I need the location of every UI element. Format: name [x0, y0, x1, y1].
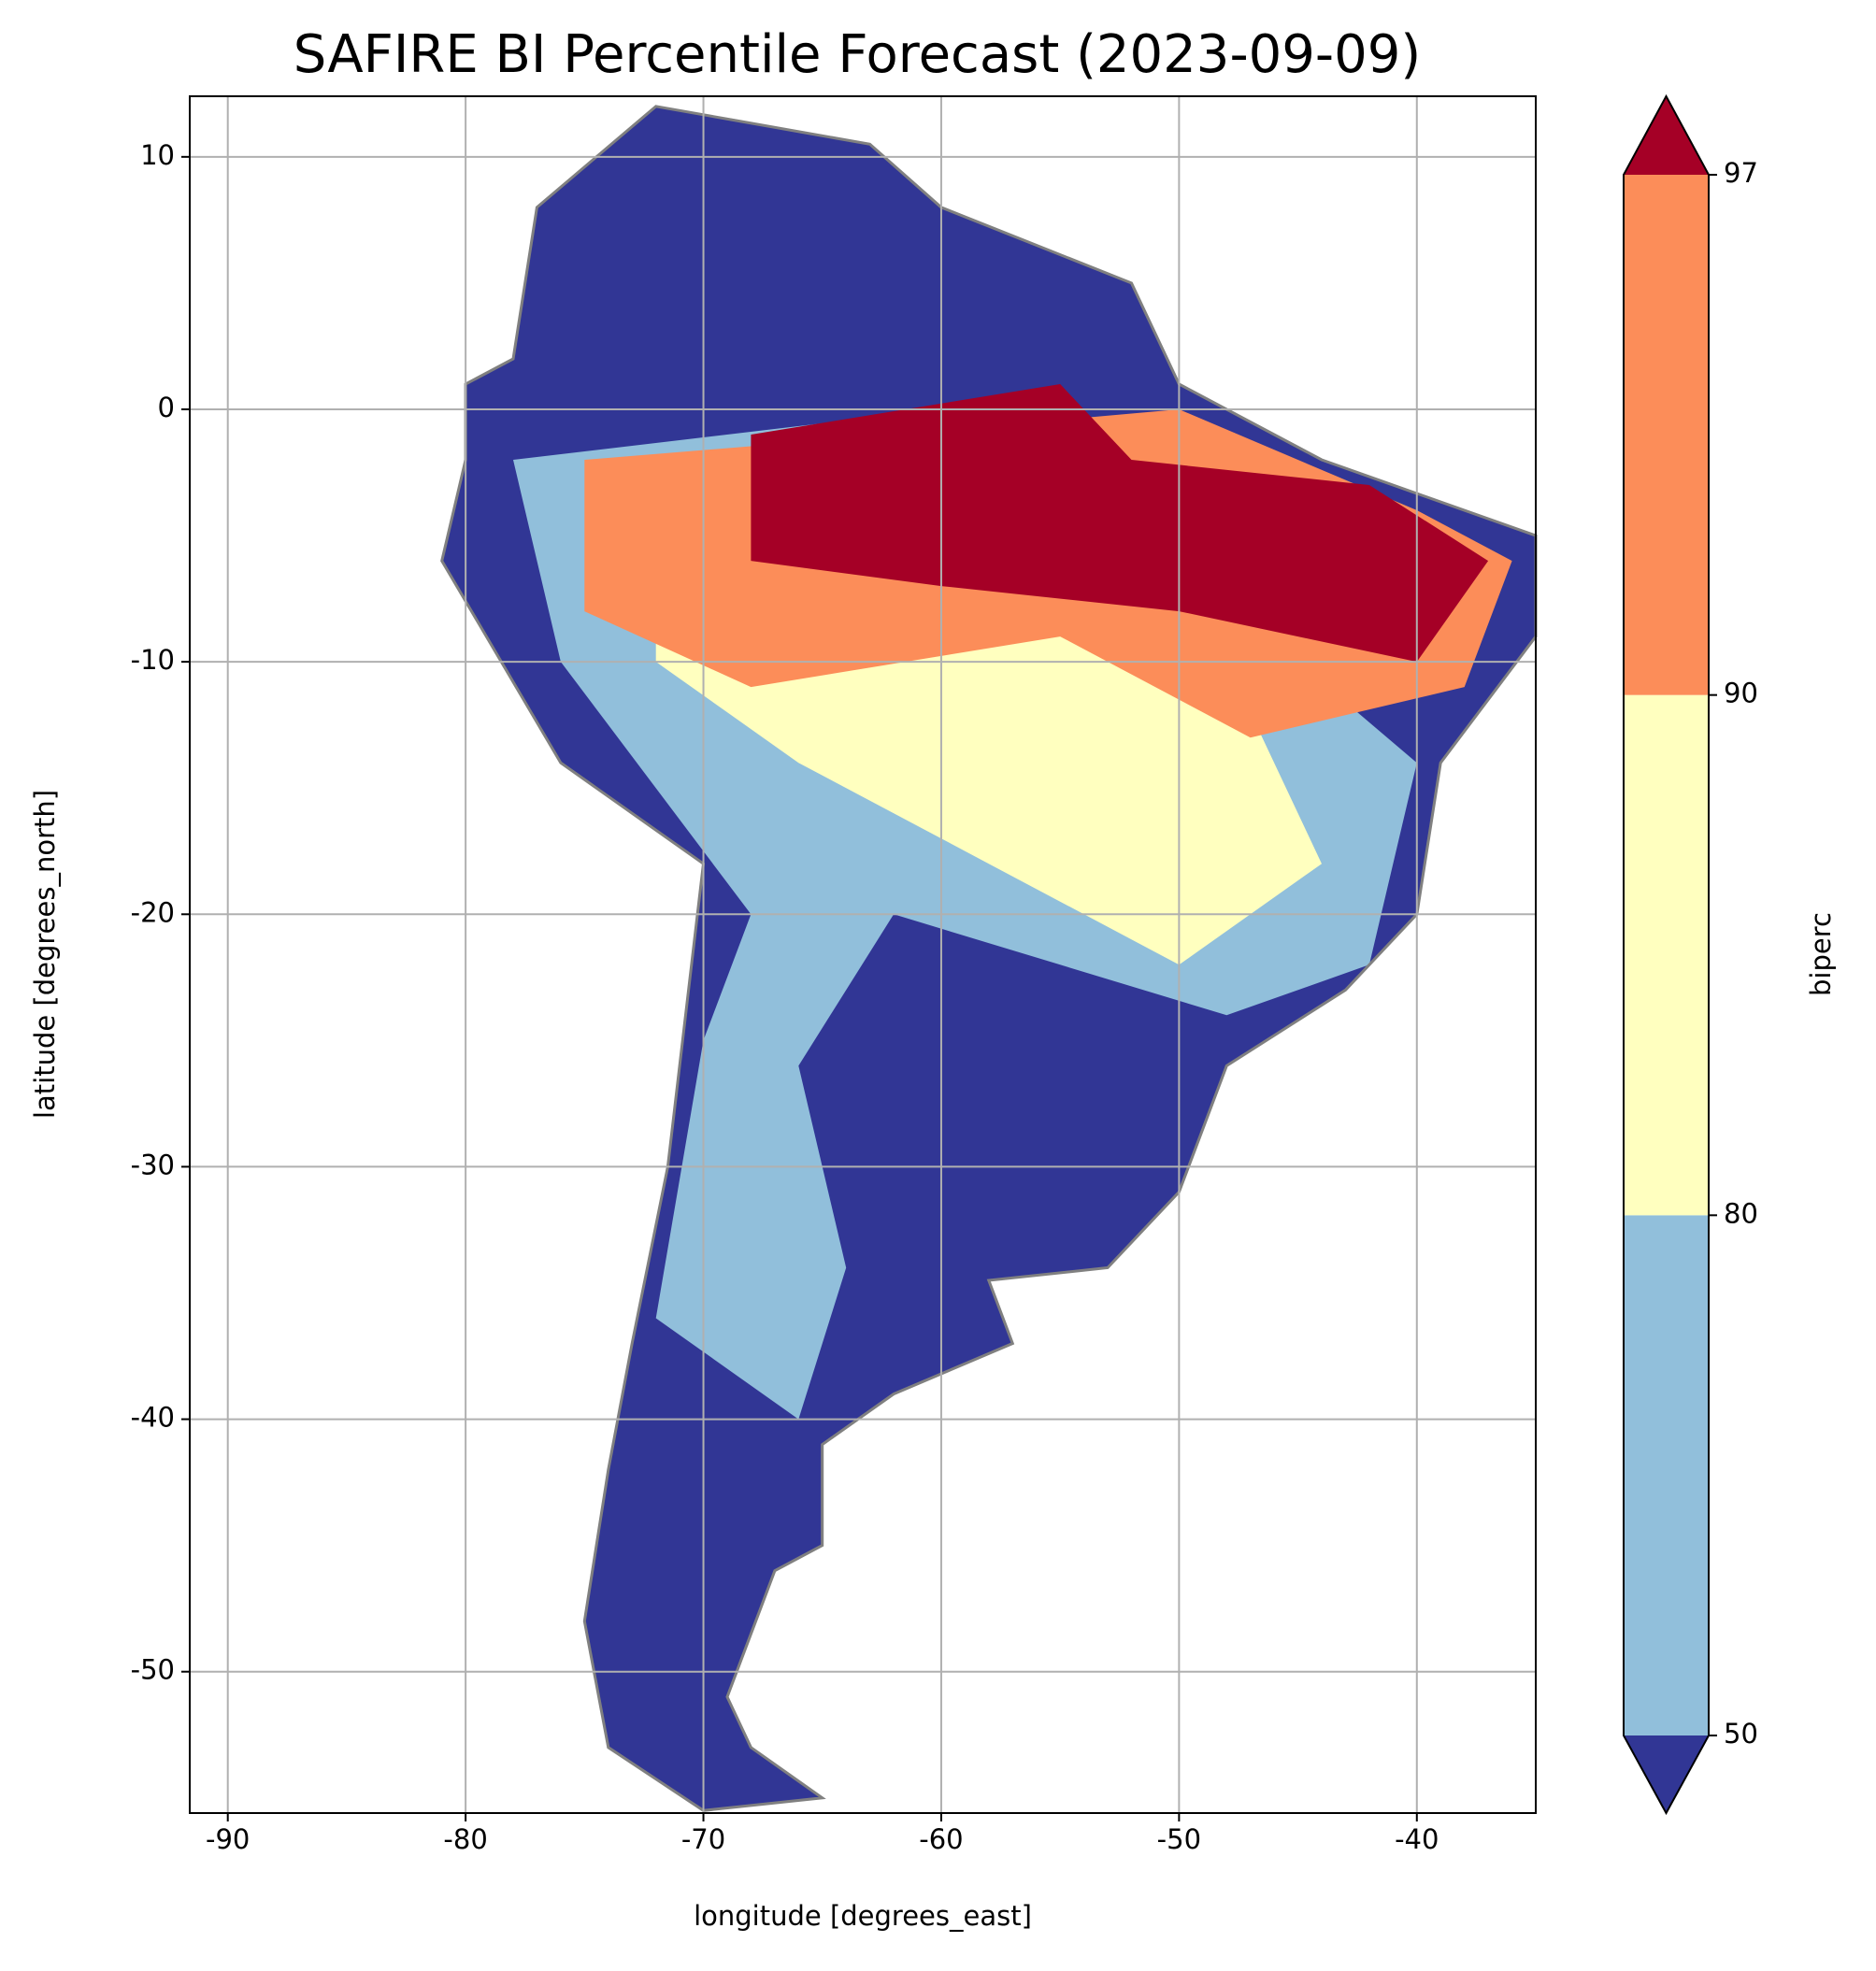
colorbar-tick-label: 97 [1724, 157, 1758, 189]
percentile-region [751, 384, 1489, 663]
y-tick-label: 10 [140, 139, 175, 171]
colorbar-tick-label: 90 [1724, 678, 1758, 709]
y-axis-label: latitude [degrees_north] [29, 790, 61, 1119]
x-tick-label: -70 [681, 1823, 725, 1855]
x-tick-label: -90 [206, 1823, 250, 1855]
colorbar-label: biperc [1805, 912, 1837, 996]
colorbar-extend-high [1624, 96, 1709, 175]
colorbar-segment [1624, 694, 1709, 1216]
y-tick-label: -30 [131, 1149, 175, 1180]
colorbar-segment [1624, 1215, 1709, 1735]
colorbar-extend-low [1624, 1735, 1709, 1813]
y-tick-label: -10 [131, 644, 175, 676]
map [441, 106, 1537, 1811]
colorbar-segment [1624, 175, 1709, 695]
colorbar-tick-label: 50 [1724, 1718, 1758, 1750]
x-tick-label: -60 [919, 1823, 963, 1855]
x-tick-label: -80 [443, 1823, 487, 1855]
land [441, 106, 1537, 1811]
axes-frame [189, 95, 1537, 1814]
y-tick-label: -50 [131, 1654, 175, 1686]
colorbar-tick-label: 80 [1724, 1197, 1758, 1229]
x-tick-label: -40 [1395, 1823, 1439, 1855]
x-axis-label: longitude [degrees_east] [694, 1900, 1032, 1932]
y-tick-label: -20 [131, 896, 175, 928]
x-tick-label: -50 [1157, 1823, 1201, 1855]
y-tick-label: -40 [131, 1402, 175, 1434]
y-tick-label: 0 [158, 392, 175, 423]
chart-title: SAFIRE BI Percentile Forecast (2023-09-0… [294, 24, 1421, 85]
